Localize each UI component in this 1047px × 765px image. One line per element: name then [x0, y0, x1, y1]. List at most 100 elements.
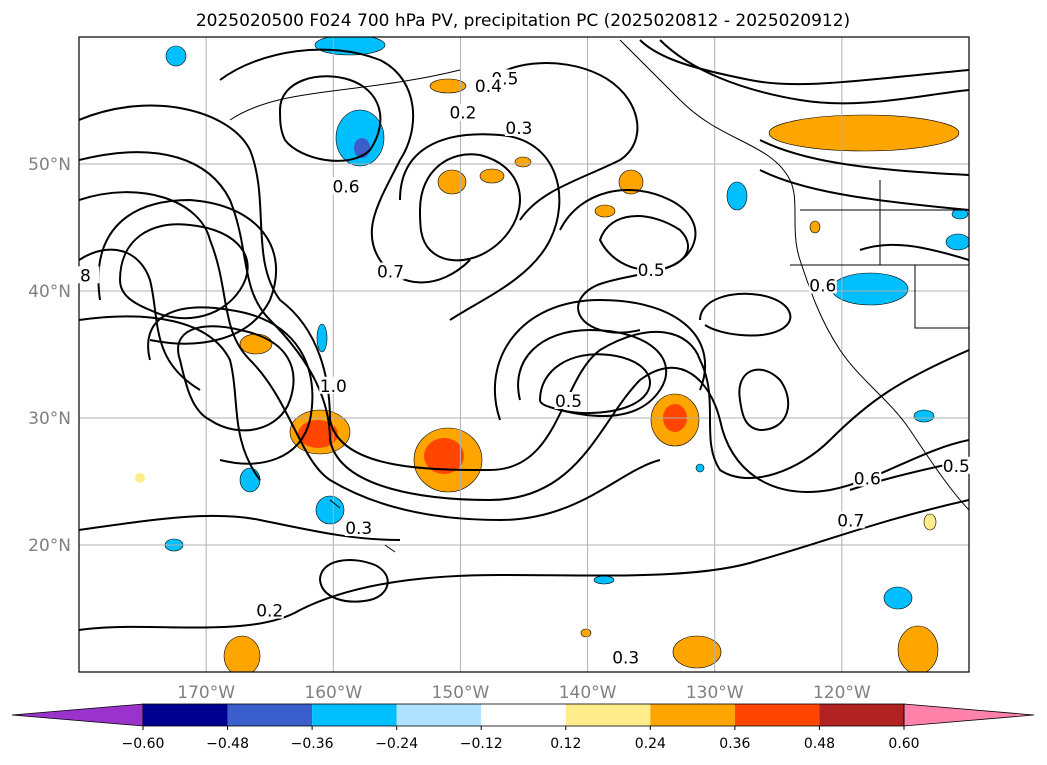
contour-label: 0.6 [332, 177, 360, 197]
positive-anomaly [594, 204, 616, 218]
contour-label: 0.3 [611, 648, 640, 669]
negative-anomaly [913, 409, 935, 423]
positive-anomaly [809, 220, 821, 234]
positive-anomaly [580, 628, 592, 638]
contour-label-text: 0.4 [475, 77, 502, 97]
colorbar-tick-label: 0.12 [550, 736, 581, 752]
negative-anomaly [316, 323, 328, 353]
lat-tick-label: 50°N [28, 155, 71, 175]
positive-anomaly [514, 156, 532, 168]
negative-anomaly [315, 495, 345, 525]
negative-anomaly [239, 467, 261, 493]
contour-label-bg [808, 276, 837, 294]
contour-labels: 0.5 0.4 0.2 0.3 0.6 8 0.7 1.0 0.5 0.3 0.2 0.5 0.3 0.6… [71, 69, 971, 669]
pv-contour [79, 151, 969, 502]
coastline-north-america [619, 39, 969, 511]
contour-label-bg [853, 469, 882, 487]
contour-label-bg [255, 601, 284, 619]
negative-anomaly [695, 463, 705, 473]
pv-contour [79, 315, 261, 481]
positive-anomaly [424, 438, 464, 474]
positive-anomaly [923, 513, 937, 531]
pv-contour [494, 298, 706, 421]
contour-label-bg [344, 519, 373, 537]
contour-label: 0.5 [554, 392, 583, 412]
contour-label-bg [504, 118, 533, 136]
pv-contour [759, 139, 969, 176]
lat-tick-label: 20°N [28, 536, 71, 556]
lon-tick-label: 160°W [304, 683, 362, 703]
pv-contour [738, 368, 790, 432]
contour-label-bg [637, 261, 666, 279]
contour-label-bg [942, 456, 971, 474]
colorbar: −0.60 −0.48 −0.36 −0.24 −0.12 0.12 0.24 0.36 0.4… [11, 703, 1035, 752]
pv-contour [418, 153, 521, 262]
pv-contour [177, 325, 295, 432]
contour-label-text: 0.3 [612, 649, 639, 669]
negative-anomaly [831, 272, 909, 306]
contour-label: 0.2 [448, 103, 477, 124]
colorbar-tick-label: −0.24 [375, 736, 418, 752]
positive-anomaly [239, 333, 273, 355]
chart-title: 2025020500 F024 700 hPa PV, precipitatio… [196, 11, 850, 31]
pv-contour [79, 104, 969, 479]
contour-label: 0.6 [853, 469, 882, 490]
negative-anomaly [726, 181, 748, 211]
contour-label-bg [71, 266, 100, 284]
negative-anomaly [593, 575, 615, 585]
contour-label-text: 0.3 [345, 519, 372, 539]
pv-contour [97, 198, 278, 345]
contour-label: 0.3 [504, 118, 533, 139]
colorbar-tick-label: −0.36 [291, 736, 334, 752]
contour-label: 0.5 [637, 261, 666, 281]
negative-anomaly [945, 233, 969, 251]
colorbar-tick-label: −0.60 [122, 736, 165, 752]
pv-contour [859, 243, 969, 261]
positive-anomaly [437, 169, 467, 195]
contour-label-bg [448, 103, 477, 121]
contour-label: 1.0 [319, 376, 348, 397]
pv-contour [147, 306, 314, 465]
contour-label-text: 0.7 [837, 511, 864, 531]
pv-contour [639, 39, 969, 86]
pv-contour [318, 559, 389, 603]
pv-contour [118, 223, 249, 320]
positive-anomaly [479, 168, 505, 184]
colorbar-tick-label: −0.48 [206, 736, 249, 752]
map-area [79, 37, 969, 672]
lat-labels: 20°N 30°N 40°N 50°N [28, 155, 71, 556]
colorbar-segment [143, 704, 228, 726]
pv-contour [399, 133, 561, 321]
pv-contour [517, 328, 667, 417]
coastline-alaska [229, 69, 461, 121]
contour-label: 8 [71, 266, 100, 286]
pv-contour [598, 215, 690, 272]
lat-tick-label: 40°N [28, 282, 71, 302]
contour-label-bg [319, 376, 348, 394]
pv-contour [79, 191, 661, 522]
contour-label-bg [376, 262, 405, 280]
contour-label: 0.6 [808, 276, 837, 296]
positive-anomaly [768, 114, 960, 152]
colorbar-segment [734, 704, 820, 726]
contour-label: 0.7 [376, 262, 405, 282]
pv-contour [79, 514, 401, 541]
negative-anomaly [883, 586, 913, 610]
contour-label-bg [554, 392, 583, 410]
contour-label: 0.2 [255, 601, 284, 622]
contour-label-text: 0.2 [449, 104, 476, 124]
contour-label-bg [474, 77, 503, 95]
positive-anomaly [223, 635, 261, 672]
lon-tick-label: 150°W [432, 683, 490, 703]
colorbar-segment [650, 704, 735, 726]
pv-contours [79, 39, 969, 631]
lon-labels: 170°W 160°W 150°W 140°W 130°W 120°W [177, 683, 871, 703]
positive-anomaly [135, 473, 145, 483]
contour-label: 0.7 [836, 511, 865, 531]
pv-contour [699, 292, 792, 337]
state-border [790, 180, 969, 329]
colorbar-extend-high [903, 703, 1035, 727]
lat-tick-label: 30°N [28, 409, 71, 429]
lon-tick-label: 140°W [559, 683, 617, 703]
colorbar-tick-label: 0.60 [888, 736, 919, 752]
